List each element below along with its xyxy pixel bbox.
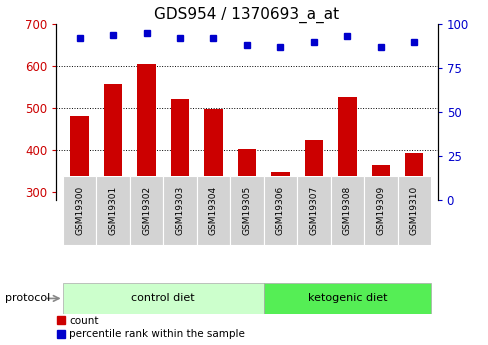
Text: GSM19301: GSM19301: [108, 186, 118, 235]
Bar: [263, 283, 430, 314]
Bar: [130, 176, 163, 245]
Bar: [304, 140, 323, 200]
Bar: [196, 176, 230, 245]
Bar: [96, 176, 130, 245]
Text: GSM19309: GSM19309: [375, 186, 385, 235]
Legend: count, percentile rank within the sample: count, percentile rank within the sample: [58, 316, 244, 339]
Bar: [330, 176, 363, 245]
Text: ketogenic diet: ketogenic diet: [307, 294, 386, 303]
Title: GDS954 / 1370693_a_at: GDS954 / 1370693_a_at: [154, 7, 339, 23]
Bar: [271, 172, 289, 200]
Text: GSM19303: GSM19303: [175, 186, 184, 235]
Bar: [204, 109, 222, 200]
Bar: [397, 176, 430, 245]
Text: GSM19308: GSM19308: [342, 186, 351, 235]
Text: GSM19302: GSM19302: [142, 186, 151, 235]
Bar: [363, 176, 397, 245]
Text: GSM19304: GSM19304: [208, 186, 218, 235]
Bar: [104, 85, 122, 200]
Bar: [263, 176, 297, 245]
Bar: [230, 176, 263, 245]
Text: GSM19306: GSM19306: [275, 186, 285, 235]
Bar: [163, 176, 196, 245]
Text: GSM19310: GSM19310: [409, 186, 418, 235]
Text: GSM19307: GSM19307: [309, 186, 318, 235]
Bar: [170, 99, 189, 200]
Bar: [371, 165, 389, 200]
Text: protocol: protocol: [5, 294, 50, 303]
Bar: [404, 153, 423, 200]
Text: GSM19300: GSM19300: [75, 186, 84, 235]
Bar: [70, 116, 89, 200]
Bar: [297, 176, 330, 245]
Text: control diet: control diet: [131, 294, 195, 303]
Bar: [63, 176, 96, 245]
Bar: [63, 283, 263, 314]
Bar: [137, 63, 156, 200]
Bar: [237, 149, 256, 200]
Text: GSM19305: GSM19305: [242, 186, 251, 235]
Bar: [337, 97, 356, 200]
